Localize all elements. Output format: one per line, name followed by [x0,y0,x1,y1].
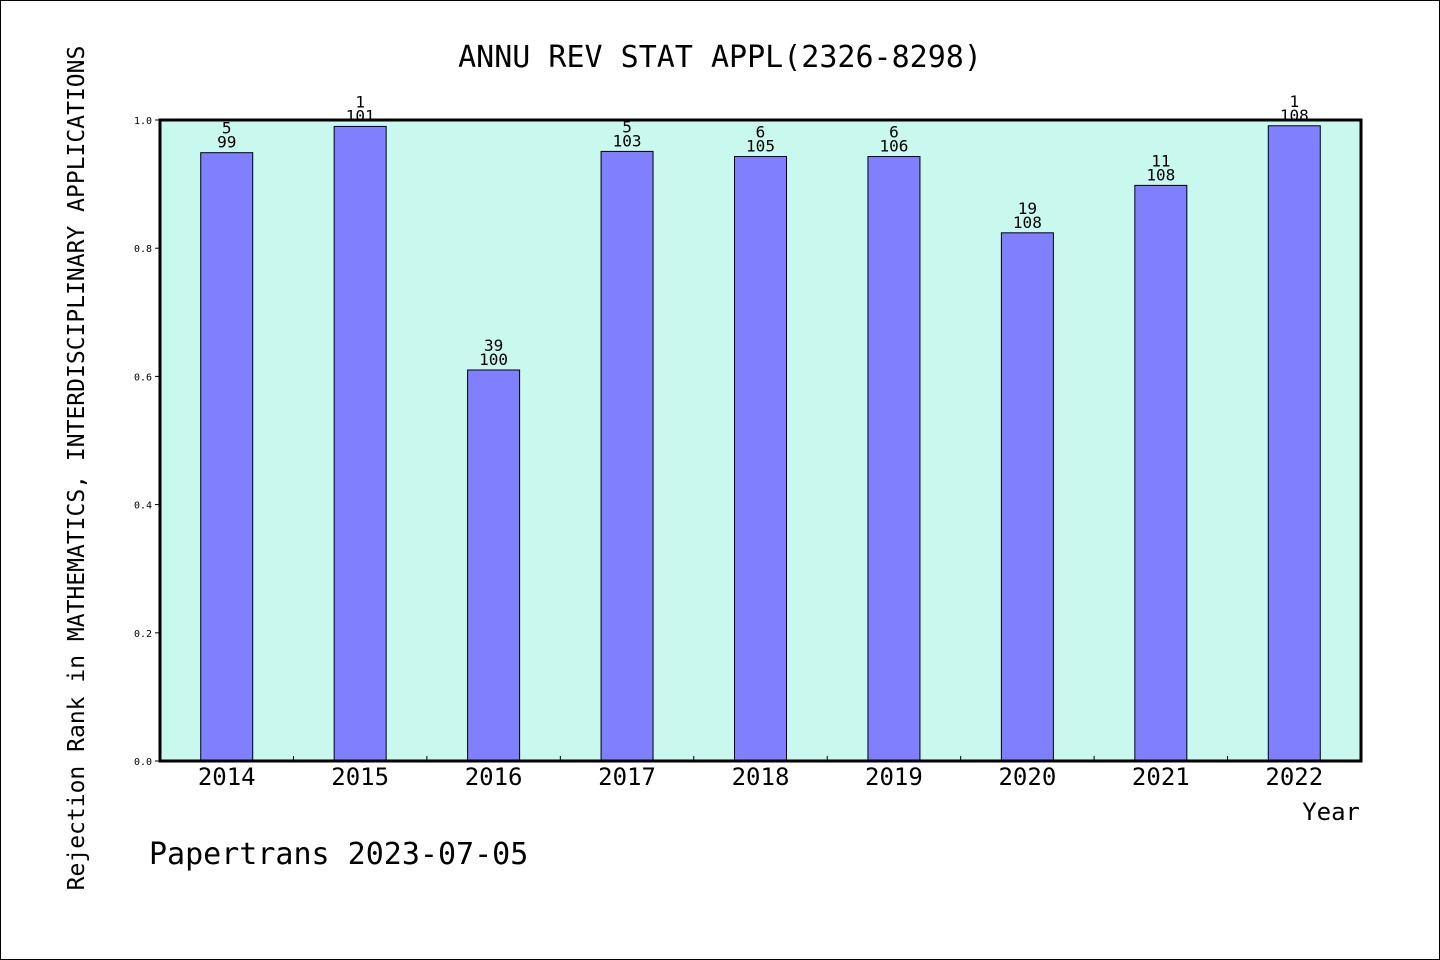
bar-rank-label: 6 [756,123,766,142]
plot-border [158,118,1363,763]
bar-rank-label: 5 [222,119,232,138]
bar-total-label: 108 [1280,106,1309,125]
bar-total-label: 106 [879,137,908,156]
bar-2014 [200,152,254,762]
x-axis: 2014 2015 2016 2017 2018 2019 2020 2021 2022 [198,756,1323,791]
bar-total-label: 99 [217,133,236,152]
bar-rank-label: 1 [355,92,365,111]
bar-rank-label: 1 [1289,92,1299,111]
x-tick-label: 2014 [198,763,256,791]
y-tick-label: 0.6 [134,372,152,383]
bar-2021 [1134,184,1188,762]
bar-rank-label: 6 [889,123,899,142]
y-tick-label: 0.4 [134,501,152,512]
bar-total-label: 101 [346,106,375,125]
bar-total-label: 103 [613,131,642,150]
footer-credit: Papertrans 2023-07-05 [149,837,528,872]
bar-2020 [1000,232,1054,762]
bar-rank-label: 19 [1018,199,1037,218]
x-tick-label: 2020 [998,763,1056,791]
bar-2022 [1267,125,1321,762]
x-tick-label: 2016 [465,763,523,791]
bar-total-label: 105 [746,137,775,156]
bar-2018 [734,156,787,762]
bar-2017 [600,150,654,762]
x-tick-label: 2018 [732,763,790,791]
x-tick-label: 2019 [865,763,923,791]
bar-total-label: 108 [1146,165,1175,184]
x-tick-label: 2017 [598,763,656,791]
x-tick-label: 2021 [1132,763,1190,791]
bar-2015 [333,125,387,762]
x-tick-label: 2022 [1265,763,1323,791]
bars [200,125,1321,762]
y-tick-label: 0.0 [134,757,152,768]
x-axis-label: Year [1302,798,1360,826]
y-axis-label: Rejection Rank in MATHEMATICS, INTERDISC… [64,46,90,891]
bar-2019 [867,156,921,762]
y-tick-label: 1.0 [134,116,152,127]
bar-rank-label: 11 [1151,151,1170,170]
bar-2016 [467,369,521,762]
bar-rank-label: 39 [484,336,503,355]
y-tick-label: 0.8 [134,244,152,255]
x-tick-label: 2015 [331,763,389,791]
bar-rank-label: 5 [622,117,632,136]
bar-total-label: 108 [1013,213,1042,232]
y-tick-label: 0.2 [134,629,152,640]
chart-title: ANNU REV STAT APPL(2326-8298) [458,40,982,75]
bar-total-label: 100 [479,350,508,369]
y-axis: 0.0 0.2 0.4 0.6 0.8 1.0 [134,116,160,768]
